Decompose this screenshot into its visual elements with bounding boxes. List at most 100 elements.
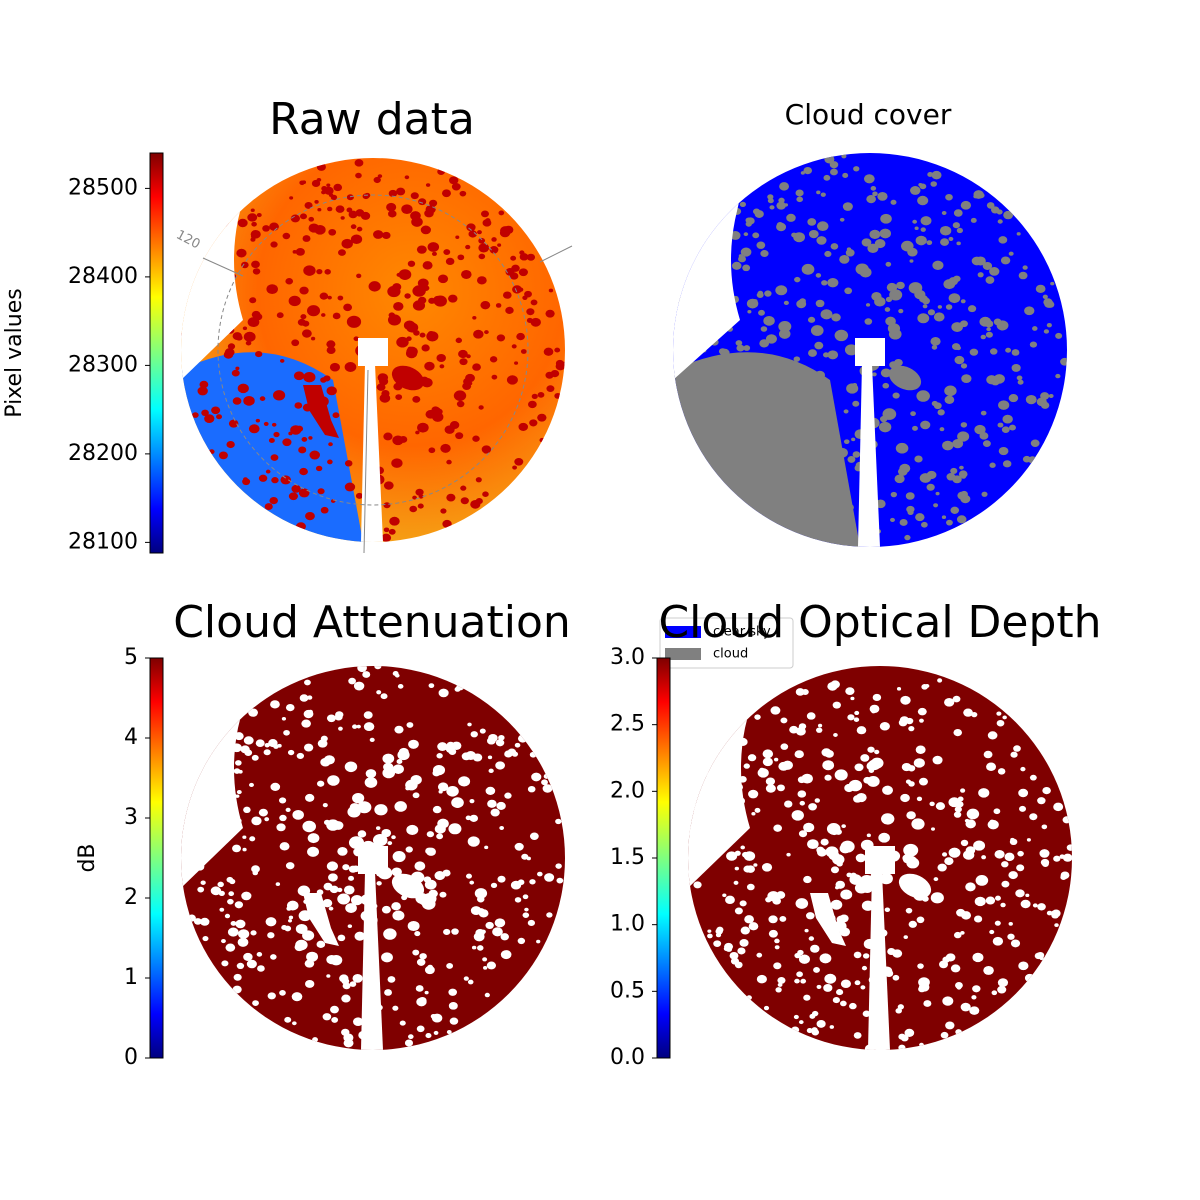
cloud-gap [469, 814, 478, 822]
cloud-gap [235, 334, 243, 341]
cloud-gap [467, 979, 474, 985]
cloud-gap [410, 211, 421, 221]
cloud-gap [290, 214, 300, 223]
cloud-gap [430, 1013, 437, 1019]
cloud-gap [228, 891, 235, 897]
cloud-gap [424, 990, 429, 995]
cloud-gap [811, 1029, 820, 1036]
cloud-gap [223, 350, 234, 359]
cloud-gap [716, 926, 724, 933]
cloud-gap [326, 974, 331, 978]
cloud-gap [478, 253, 486, 260]
cloud-gap [422, 261, 433, 270]
cloud-gap [275, 882, 281, 886]
cloud-gap [270, 241, 278, 248]
cloud-gap [729, 951, 739, 960]
cloud-gap [327, 206, 333, 212]
cloud-gap [299, 467, 308, 476]
cloud-gap [449, 176, 459, 185]
cloud-gap [305, 511, 315, 521]
cloud-gap [456, 683, 465, 691]
cloud-gap [953, 209, 963, 217]
cloud-gap [394, 673, 400, 678]
cloud-gap [919, 1042, 924, 1047]
cloud-gap [986, 202, 995, 209]
cloud-gap [492, 927, 503, 937]
cloud-gap [219, 907, 225, 912]
cloud-gap [550, 369, 560, 378]
cloud-gap [235, 760, 242, 766]
cloud-gap [768, 915, 778, 924]
cloud-gap [426, 331, 439, 342]
cloud-gap [917, 195, 929, 206]
cloud-gap [391, 902, 401, 911]
cloud-gap [804, 928, 809, 933]
cloud-gap [919, 718, 924, 723]
cloud-gap [250, 930, 257, 936]
cloud-gap [791, 1026, 800, 1034]
cloud-gap [894, 474, 905, 484]
cloud-gap [221, 939, 226, 944]
cloud-gap [455, 432, 464, 440]
cloud-gap [317, 207, 322, 212]
cloud-gap [455, 235, 460, 239]
cloud-gap [960, 422, 968, 428]
cloud-gap [784, 447, 791, 453]
cloud-gap [200, 917, 210, 926]
cloud-gap [760, 250, 769, 258]
cloud-gap [930, 827, 936, 831]
cloud-gap [946, 519, 953, 526]
cloud-gap [292, 250, 297, 254]
cloud-gap [232, 397, 242, 405]
cloud-gap [353, 681, 365, 691]
cloud-gap [806, 913, 814, 919]
cloud-gap [816, 484, 828, 494]
cloud-gap [898, 308, 904, 314]
cloud-gap [844, 287, 853, 295]
cloud-gap [477, 230, 482, 235]
cloud-gap [273, 744, 279, 749]
cloud-gap [839, 927, 851, 937]
cloud-gap [543, 347, 554, 356]
cloud-gap [231, 369, 240, 377]
cloud-gap [1041, 824, 1048, 830]
cloud-gap [948, 797, 961, 808]
cloud-gap [794, 952, 801, 959]
cloud-gap [960, 200, 972, 210]
cloud-gap [937, 863, 947, 872]
cloud-gap [948, 236, 954, 241]
cloud-gap [343, 303, 353, 312]
cloud-gap [250, 237, 256, 242]
cloud-gap [926, 470, 937, 480]
cloud-gap [806, 712, 816, 720]
cloud-gap [847, 456, 856, 463]
cloud-gap [820, 192, 826, 197]
cloud-gap [448, 823, 462, 835]
cloud-gap [417, 422, 429, 433]
cloud-gap [391, 835, 396, 840]
cloud-gap [997, 768, 1006, 775]
cloud-gap [373, 230, 384, 239]
cloud-gap [739, 939, 749, 947]
cloud-gap [809, 468, 820, 478]
cloud-gap [741, 381, 747, 387]
cloud-gap [238, 929, 250, 939]
cloud-gap [242, 478, 251, 486]
obstruction [855, 338, 885, 366]
cloud-gap [328, 906, 334, 911]
cloud-gap [256, 952, 263, 957]
cloud-gap [993, 374, 1005, 384]
cloud-gap [836, 447, 848, 458]
cloud-gap [897, 467, 908, 476]
cloud-gap [1017, 379, 1024, 385]
cloud-gap [770, 365, 778, 371]
cloud-gap [316, 940, 326, 948]
cloud-gap [707, 929, 712, 933]
cloud-gap [327, 775, 340, 786]
cloud-gap [432, 805, 442, 814]
cloud-gap [301, 436, 308, 442]
cloud-gap [392, 910, 405, 921]
cloud-gap [730, 957, 739, 965]
cloud-gap [775, 445, 782, 451]
cloud-gap [832, 854, 845, 865]
